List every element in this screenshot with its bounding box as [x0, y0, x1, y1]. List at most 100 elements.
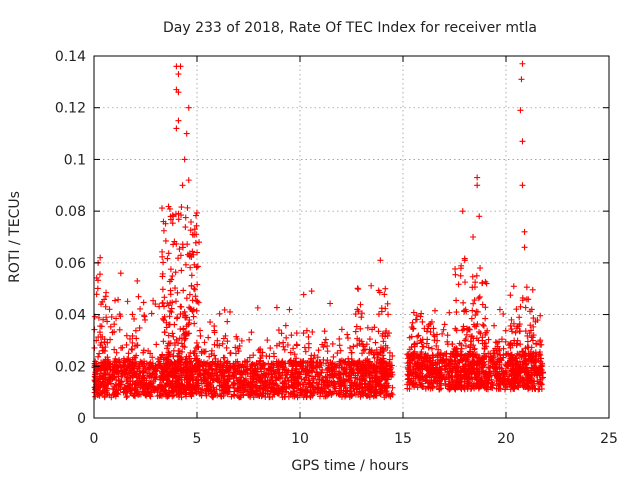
data-point — [338, 393, 345, 400]
data-point — [148, 374, 155, 381]
data-point — [337, 347, 344, 354]
data-point — [220, 362, 227, 369]
data-point — [131, 369, 138, 376]
data-point — [350, 343, 357, 350]
data-point — [113, 349, 120, 356]
data-point — [379, 358, 386, 365]
data-point — [112, 297, 119, 304]
data-point — [527, 322, 534, 329]
data-point — [202, 348, 209, 355]
data-point — [129, 346, 136, 353]
data-point — [132, 354, 139, 361]
data-point — [424, 371, 431, 378]
data-point — [383, 371, 390, 378]
data-point — [193, 209, 200, 216]
data-point — [224, 318, 231, 325]
data-point — [175, 89, 182, 96]
data-point — [194, 373, 201, 380]
data-point — [502, 327, 509, 334]
data-point — [164, 366, 171, 373]
data-point — [111, 373, 118, 380]
data-point — [200, 362, 207, 369]
data-point — [97, 365, 104, 372]
data-point — [172, 269, 179, 276]
data-point — [327, 388, 334, 395]
data-point — [165, 332, 172, 339]
data-point — [510, 371, 517, 378]
data-point — [457, 272, 464, 279]
data-point — [355, 308, 362, 315]
data-point — [289, 384, 296, 391]
data-point — [525, 296, 532, 303]
data-point — [100, 316, 107, 323]
data-point — [172, 298, 179, 305]
data-point — [240, 381, 247, 388]
data-point — [135, 379, 142, 386]
data-point — [101, 336, 108, 343]
data-point — [536, 364, 543, 371]
data-point — [194, 263, 201, 270]
data-point — [164, 255, 171, 262]
data-point — [440, 326, 447, 333]
data-point — [170, 241, 177, 248]
data-point — [94, 285, 101, 292]
data-point — [476, 213, 483, 220]
data-point — [528, 327, 535, 334]
data-point — [179, 343, 186, 350]
data-point — [514, 359, 521, 366]
data-point — [109, 385, 116, 392]
data-point — [129, 332, 136, 339]
data-point — [343, 376, 350, 383]
data-point — [250, 368, 257, 375]
data-point — [218, 387, 225, 394]
data-point — [273, 342, 280, 349]
data-point — [488, 379, 495, 386]
data-point — [447, 360, 454, 367]
data-point — [406, 334, 413, 341]
data-point — [533, 340, 540, 347]
data-point — [262, 374, 269, 381]
data-point — [320, 343, 327, 350]
data-point — [348, 375, 355, 382]
data-point — [418, 339, 425, 346]
data-point — [414, 359, 421, 366]
data-point — [168, 383, 175, 390]
data-point — [111, 346, 118, 353]
data-point — [449, 377, 456, 384]
data-point — [262, 394, 269, 401]
data-point — [462, 361, 469, 368]
data-point — [101, 296, 108, 303]
data-point — [480, 322, 487, 329]
data-point — [477, 330, 484, 337]
data-point — [133, 335, 140, 342]
data-point — [165, 250, 172, 257]
data-point — [200, 367, 207, 374]
data-point — [246, 354, 253, 361]
data-point — [470, 300, 477, 307]
data-point — [510, 283, 517, 290]
data-point — [174, 359, 181, 366]
data-point — [163, 371, 170, 378]
data-point — [470, 234, 477, 240]
data-point — [474, 174, 481, 181]
data-point — [280, 343, 287, 350]
data-point — [358, 310, 365, 317]
data-point — [96, 329, 103, 336]
data-point — [414, 333, 421, 340]
data-point — [194, 249, 201, 256]
data-point — [183, 295, 190, 302]
data-point — [188, 282, 195, 289]
data-point — [443, 357, 450, 364]
data-point — [286, 306, 293, 313]
data-point — [537, 337, 544, 344]
data-point — [305, 344, 312, 351]
data-point — [532, 359, 539, 366]
data-point — [123, 377, 130, 384]
data-point — [140, 389, 147, 396]
data-point — [511, 367, 518, 374]
data-point — [377, 381, 384, 388]
data-point — [448, 384, 455, 391]
data-point — [411, 343, 418, 350]
data-point — [108, 394, 115, 401]
